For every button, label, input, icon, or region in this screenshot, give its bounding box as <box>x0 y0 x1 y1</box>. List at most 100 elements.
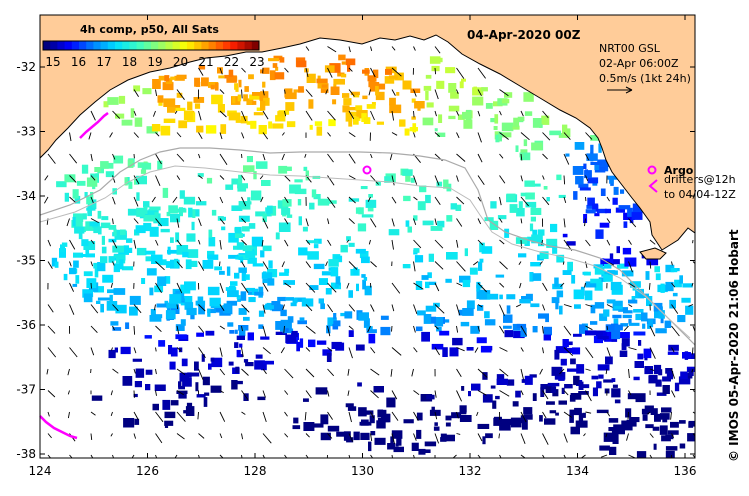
sst-patch <box>303 166 308 171</box>
sst-patch <box>328 119 336 127</box>
current-arrow <box>370 390 379 399</box>
drifter-track[interactable] <box>39 415 78 440</box>
sst-patch <box>165 261 171 268</box>
sst-patch <box>665 281 674 292</box>
current-arrow <box>69 347 78 358</box>
sst-patch <box>143 201 150 208</box>
sst-patch <box>464 248 468 257</box>
current-arrow <box>585 239 591 247</box>
current-arrow <box>649 347 656 359</box>
current-arrow <box>606 325 608 330</box>
sst-patch <box>140 169 147 174</box>
sst-patch <box>359 251 369 259</box>
sst-patch <box>86 196 92 205</box>
sst-patch <box>646 258 659 266</box>
current-arrow <box>348 89 355 97</box>
sst-patch <box>236 380 243 385</box>
current-arrow <box>348 67 353 72</box>
sst-patch <box>348 198 360 202</box>
sst-patch <box>380 326 391 336</box>
current-arrow <box>155 325 162 333</box>
sst-patch <box>567 261 573 272</box>
sst-patch <box>93 286 104 293</box>
sst-patch <box>549 410 557 414</box>
sst-patch <box>622 247 632 255</box>
sst-patch <box>607 175 620 180</box>
sst-patch <box>240 259 244 263</box>
drifter-track[interactable] <box>79 112 109 139</box>
sst-patch <box>485 103 493 109</box>
sst-patch <box>197 173 204 177</box>
current-arrow <box>391 433 395 444</box>
sst-patch <box>252 263 264 267</box>
sst-patch <box>309 124 313 130</box>
sst-patch <box>223 303 232 314</box>
current-arrow <box>219 175 225 180</box>
sst-patch <box>509 204 518 213</box>
sst-patch <box>179 372 190 382</box>
sst-patch <box>231 178 242 185</box>
sst-patch <box>240 115 248 124</box>
sst-patch <box>545 316 549 323</box>
drifter-legend-line1: drifters@12h <box>664 173 736 186</box>
sst-patch <box>234 272 240 279</box>
sst-patch <box>149 206 161 211</box>
current-arrow <box>542 304 546 311</box>
sst-patch <box>473 86 477 96</box>
sst-patch <box>556 254 565 263</box>
current-arrow <box>327 239 332 246</box>
sst-patch <box>603 379 614 383</box>
sst-patch <box>384 176 391 183</box>
current-arrow <box>155 368 157 375</box>
current-arrow <box>691 282 694 287</box>
sst-patch <box>353 267 358 276</box>
sst-patch <box>569 394 576 402</box>
sst-patch <box>575 420 588 428</box>
sst-patch <box>73 252 83 258</box>
sst-patch <box>660 283 665 293</box>
sst-patch <box>653 443 657 450</box>
argo-float-marker[interactable] <box>362 165 372 175</box>
sst-patch <box>166 302 178 309</box>
current-arrow <box>112 218 114 225</box>
current-arrow <box>176 218 180 228</box>
current-arrow <box>304 411 307 421</box>
sst-patch <box>411 116 416 120</box>
sst-patch <box>238 215 250 222</box>
sst-patch <box>582 412 586 418</box>
sst-patch <box>285 334 297 344</box>
current-arrow <box>456 196 465 205</box>
current-arrow <box>585 261 588 269</box>
sst-patch <box>566 241 576 246</box>
sst-patch <box>643 348 652 359</box>
sst-patch <box>512 401 519 407</box>
sst-patch <box>258 324 264 329</box>
current-arrow <box>368 239 371 245</box>
sst-patch <box>205 125 217 134</box>
sst-patch <box>113 228 117 237</box>
current-arrow <box>477 153 483 163</box>
sst-patch <box>100 303 104 313</box>
sst-patch <box>579 187 591 191</box>
current-arrow <box>219 196 224 204</box>
drifter-legend-line2: to 04/04-12Z <box>664 188 736 201</box>
current-arrow <box>174 110 178 114</box>
sst-patch <box>608 418 619 423</box>
sst-patch <box>286 214 293 218</box>
sst-patch <box>415 326 423 332</box>
current-arrow <box>348 325 354 331</box>
sst-patches <box>51 54 695 458</box>
sst-patch <box>452 337 463 346</box>
sst-patch <box>337 72 345 77</box>
current-arrow <box>198 325 205 333</box>
sst-patch <box>136 207 145 217</box>
sst-patch <box>106 301 118 311</box>
sst-patch <box>127 159 134 168</box>
current-arrow <box>649 454 653 458</box>
sst-patch <box>229 330 235 334</box>
sst-patch <box>238 79 242 88</box>
sst-patch <box>281 208 291 215</box>
sst-patch <box>333 78 345 85</box>
plot-frame <box>39 14 696 459</box>
current-arrow <box>585 153 590 161</box>
